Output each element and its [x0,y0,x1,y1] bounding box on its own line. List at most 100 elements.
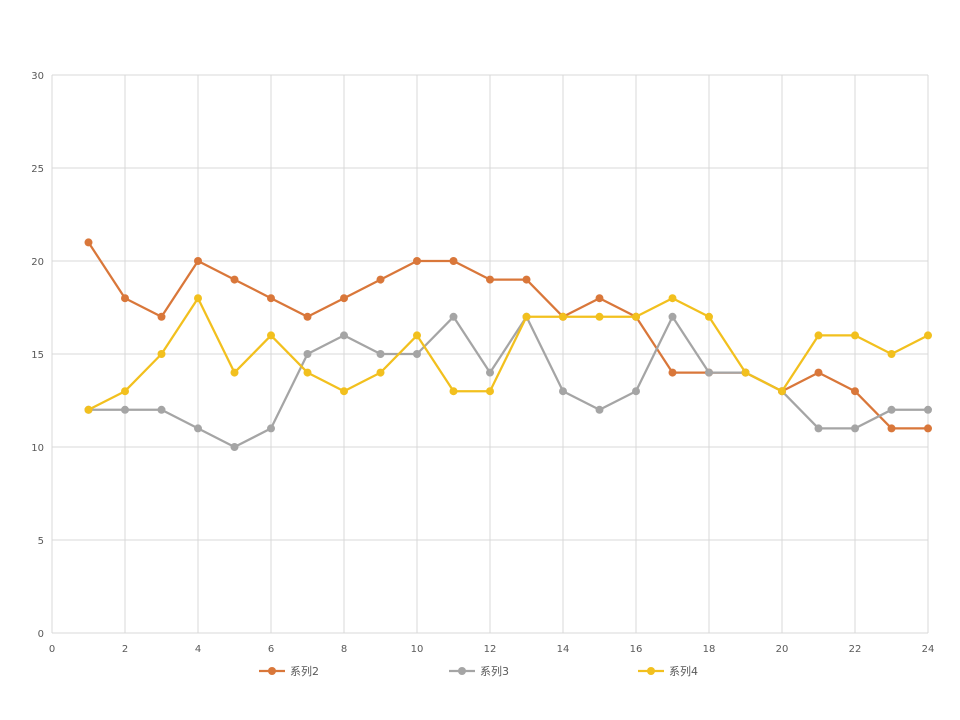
y-tick-label: 0 [38,629,44,640]
series-3 [84,294,932,414]
data-point [230,275,239,284]
data-point [340,294,348,303]
data-point [194,257,202,265]
data-point [157,405,166,414]
data-point [522,312,531,321]
y-tick-label: 25 [31,164,44,175]
data-point [705,368,713,377]
series-line [88,315,928,449]
data-point [668,294,677,303]
data-point [486,368,494,377]
x-tick-label: 2 [122,644,128,655]
data-point [632,387,640,396]
y-tick-label: 5 [38,536,44,547]
y-tick-label: 30 [31,71,44,82]
data-point [705,312,713,321]
data-point [303,312,312,321]
legend-swatch-marker [647,667,655,675]
data-point [486,387,494,396]
data-point [376,368,385,377]
data-point [778,387,786,396]
data-point [522,275,531,284]
data-point [851,387,859,396]
series-line [87,241,928,430]
data-point [924,331,932,340]
legend-swatch-marker [458,667,466,675]
grid [51,74,929,634]
data-point [814,331,823,340]
data-point [851,331,859,340]
x-tick-label: 8 [341,644,347,655]
y-tick-label: 10 [31,443,44,454]
legend-label: 系列4 [669,664,698,678]
data-point [595,405,604,414]
data-point [449,257,458,265]
data-point [887,405,896,414]
data-point [595,294,604,303]
data-point [924,405,932,414]
data-point [121,294,129,303]
x-tick-label: 6 [268,644,274,655]
legend-label: 系列3 [480,664,509,678]
data-point [267,294,275,303]
x-tick-label: 20 [776,644,789,655]
data-point [157,312,166,321]
data-point [413,350,421,358]
y-tick-label: 15 [31,350,44,361]
series-layer [84,238,932,451]
data-point [267,331,275,340]
data-point [267,424,275,433]
data-point [668,368,677,377]
data-point [413,257,421,265]
legend-item: 系列2 [259,664,319,678]
data-point [449,387,458,396]
data-point [303,350,312,358]
data-point [84,405,93,414]
data-point [449,312,458,321]
series-1 [84,238,932,433]
data-point [157,350,166,358]
data-point [668,312,677,321]
data-point [887,424,896,433]
data-point [230,368,239,377]
data-point [632,312,640,321]
data-point [741,368,750,377]
x-tick-label: 12 [484,644,497,655]
x-tick-label: 24 [922,644,935,655]
data-point [887,350,896,358]
data-point [851,424,859,433]
data-point [814,368,823,377]
data-point [559,312,567,321]
x-tick-label: 16 [630,644,643,655]
data-point [413,331,421,340]
legend-swatch-marker [268,667,276,675]
y-tick-label: 20 [31,257,44,268]
data-point [595,312,604,321]
series-2 [84,312,932,451]
data-point [230,443,239,451]
data-point [340,387,348,396]
data-point [486,275,494,284]
data-point [121,405,129,414]
data-point [340,331,348,340]
data-point [814,424,823,433]
data-point [194,294,202,303]
data-point [376,275,385,284]
x-tick-label: 18 [703,644,716,655]
x-tick-label: 14 [557,644,570,655]
legend: 系列2 系列3 系列4 [259,664,698,678]
x-tick-label: 4 [195,644,201,655]
x-tick-label: 0 [49,644,55,655]
legend-item: 系列4 [638,664,698,678]
data-point [924,424,932,433]
x-tick-label: 22 [849,644,862,655]
x-tick-label: 10 [411,644,424,655]
legend-item: 系列3 [449,664,509,678]
series-line [87,297,929,411]
data-point [559,387,567,396]
data-point [121,387,129,396]
legend-label: 系列2 [290,664,319,678]
data-point [84,238,93,247]
